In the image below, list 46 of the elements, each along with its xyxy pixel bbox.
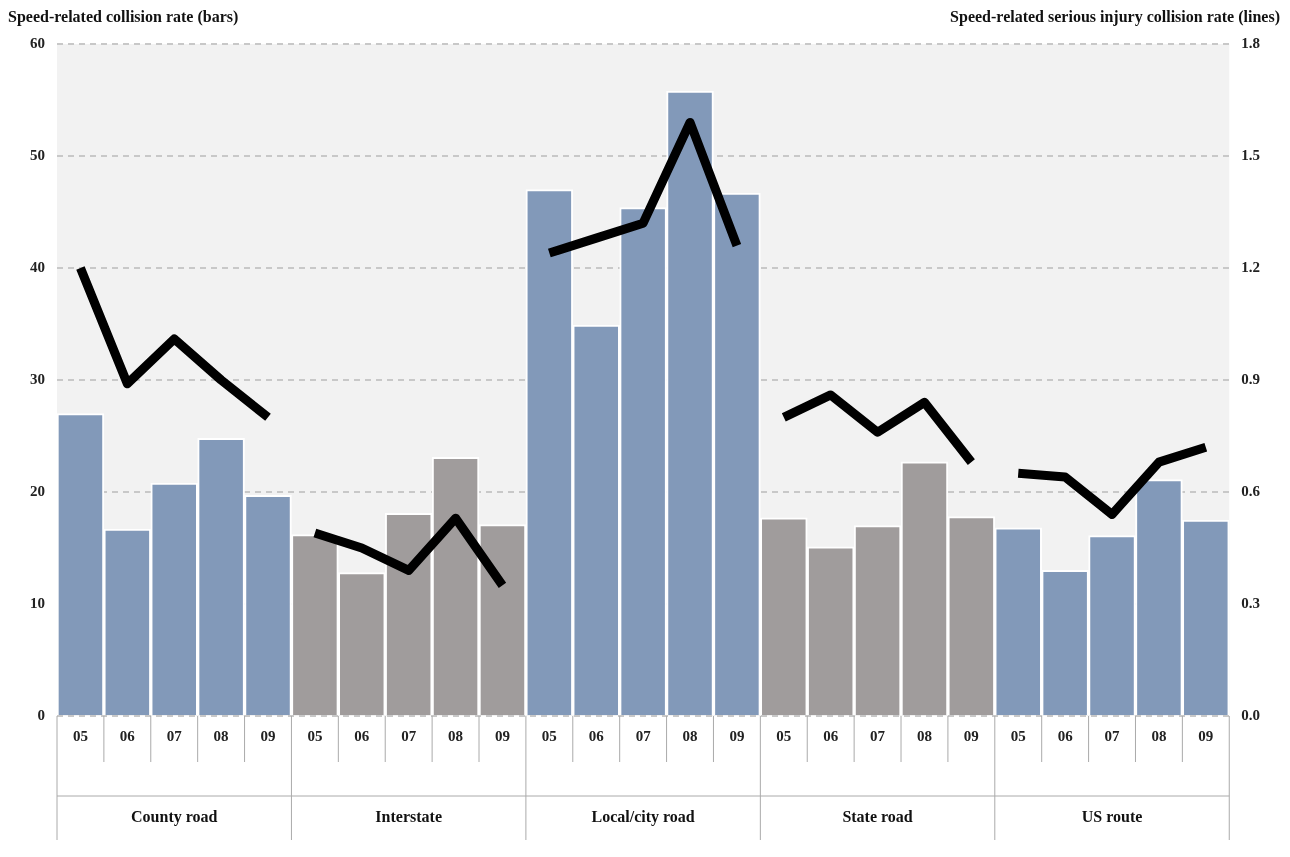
- x-tick-label: 06: [354, 727, 370, 744]
- y-tick-label: 30: [30, 370, 45, 387]
- x-tick-label: 08: [682, 727, 698, 744]
- y2-axis-title: Speed-related serious injury collision rate (lines): [950, 8, 1280, 27]
- x-tick-label: 08: [916, 727, 932, 744]
- x-tick-label: 09: [963, 727, 979, 744]
- x-tick-label: 07: [166, 727, 183, 744]
- y-tick-label: 10: [30, 594, 45, 611]
- x-tick-label: 07: [1104, 727, 1121, 744]
- y-tick-label: 50: [30, 146, 45, 163]
- text: County road: [131, 808, 218, 827]
- x-tick-label: 08: [1151, 727, 1167, 744]
- x-tick-label: 08: [448, 727, 464, 744]
- y-tick-label: 60: [30, 34, 45, 51]
- x-tick-label: 05: [307, 727, 323, 744]
- x-tick-label: 07: [635, 727, 652, 744]
- y-tick-label: 0: [37, 706, 45, 723]
- x-tick-label: 07: [401, 727, 417, 744]
- text: Local/city road: [591, 808, 695, 827]
- y-axis-title: Speed-related collision rate (bars): [8, 8, 239, 27]
- x-tick-label: 09: [494, 727, 510, 744]
- y-tick-label: 20: [30, 482, 45, 499]
- x-tick-label: 06: [1057, 727, 1074, 744]
- x-tick-label: 05: [72, 727, 88, 744]
- x-tick-label: 09: [729, 727, 745, 744]
- text: US route: [1081, 808, 1143, 826]
- x-tick-label: 09: [1198, 727, 1214, 744]
- y2-tick-label: 1.8: [1241, 34, 1260, 51]
- y2-tick-label: 0.9: [1241, 370, 1260, 387]
- x-tick-label: 05: [776, 727, 792, 744]
- y2-tick-label: 1.2: [1241, 258, 1260, 275]
- text: Interstate: [375, 808, 442, 826]
- y-tick-label: 40: [30, 258, 45, 275]
- y2-tick-label: 0.3: [1241, 594, 1260, 611]
- x-tick-label: 09: [260, 727, 276, 744]
- y2-tick-label: 1.5: [1241, 146, 1260, 163]
- x-tick-label: 08: [213, 727, 229, 744]
- x-tick-label: 06: [119, 727, 136, 744]
- y2-tick-label: 0.0: [1241, 706, 1260, 723]
- x-tick-label: 05: [1010, 727, 1026, 744]
- text: State road: [842, 808, 913, 826]
- y2-tick-label: 0.6: [1241, 482, 1261, 499]
- x-tick-label: 06: [588, 727, 605, 744]
- x-tick-label: 06: [823, 727, 839, 744]
- x-tick-label: 05: [541, 727, 557, 744]
- x-tick-label: 07: [870, 727, 886, 744]
